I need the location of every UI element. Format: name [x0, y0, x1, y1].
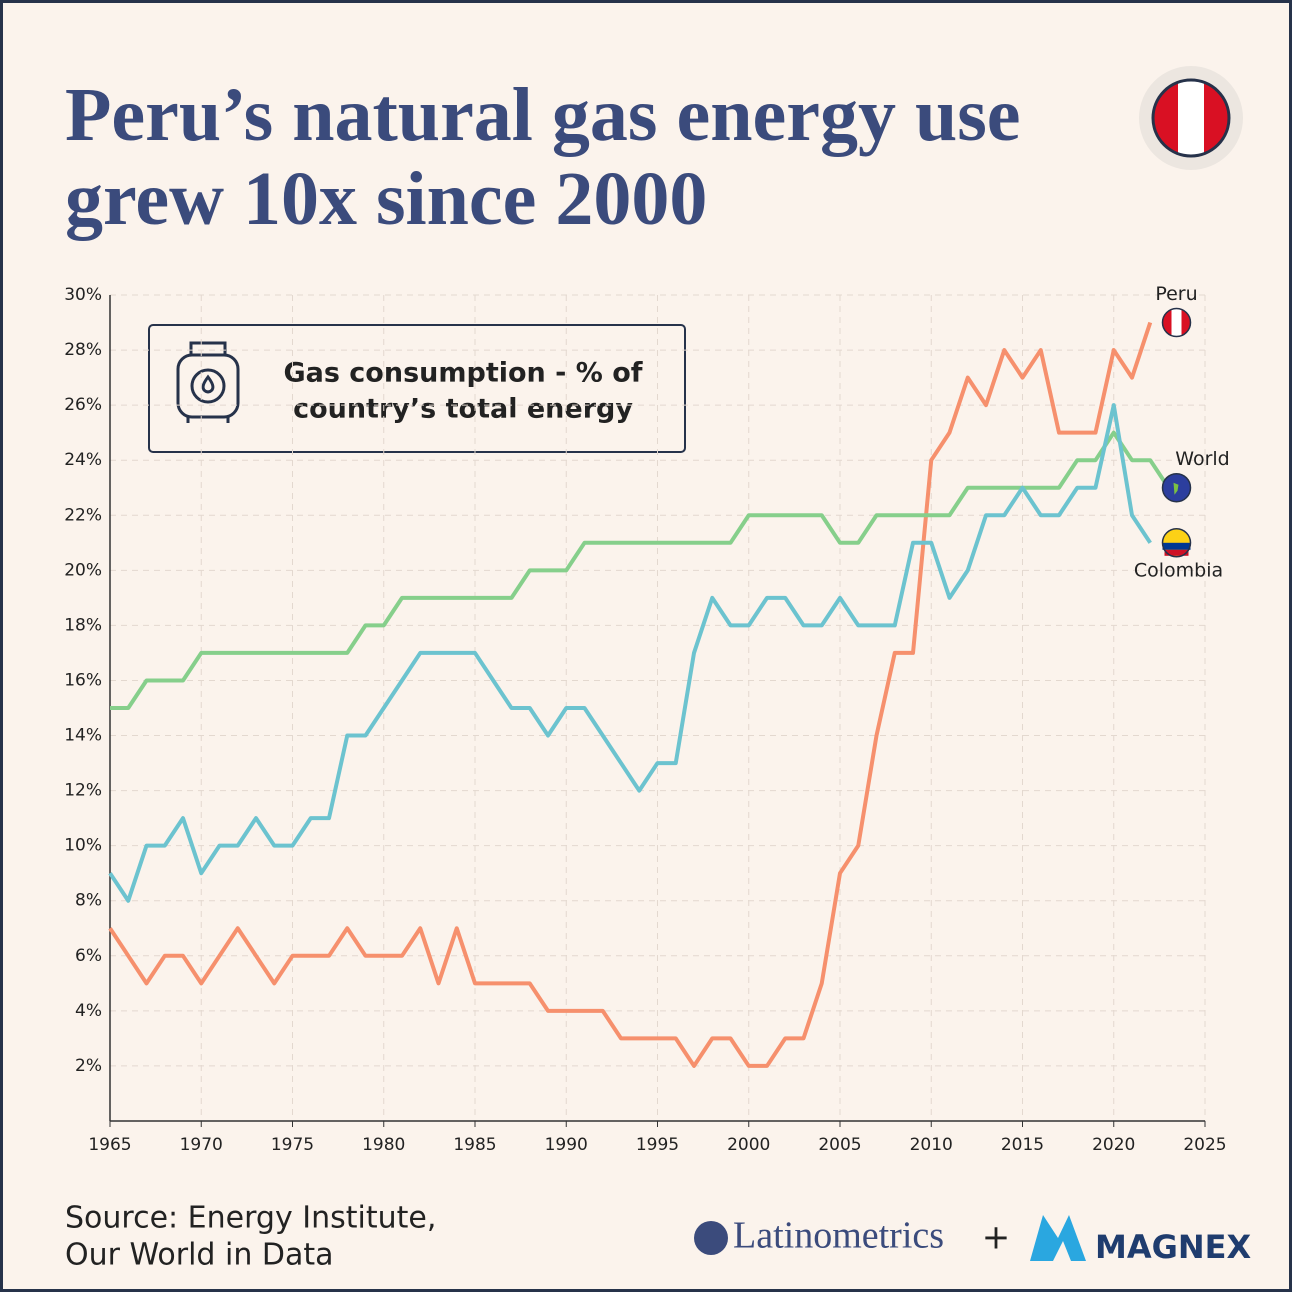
- x-tick-label: 2010: [910, 1135, 953, 1155]
- series-label: Peru: [1155, 283, 1197, 305]
- y-tick-label: 14%: [64, 726, 102, 746]
- x-tick-label: 2020: [1092, 1135, 1135, 1155]
- brand-icon: [694, 1221, 728, 1255]
- y-tick-label: 28%: [64, 340, 102, 360]
- gas-icon: [176, 341, 240, 423]
- y-tick-label: 4%: [75, 1001, 102, 1021]
- x-tick-label: 1965: [88, 1135, 131, 1155]
- series-label: World: [1175, 448, 1229, 470]
- legend-box: [148, 324, 686, 453]
- flag: [1162, 542, 1191, 550]
- series-line: [108, 321, 1153, 1068]
- series-line: [108, 403, 1152, 903]
- y-tick-label: 2%: [75, 1056, 102, 1076]
- flag-ring: [1151, 78, 1231, 158]
- flag-ring: [1161, 307, 1192, 338]
- flag: [1173, 482, 1179, 495]
- y-tick-label: 22%: [64, 505, 102, 525]
- y-tick-label: 26%: [64, 395, 102, 415]
- y-tick-label: 18%: [64, 615, 102, 635]
- series-label: Colombia: [1134, 559, 1223, 581]
- y-tick-label: 6%: [75, 946, 102, 966]
- brand: Latinometrics: [733, 1215, 944, 1257]
- y-tick-label: 10%: [64, 836, 102, 856]
- source: Source: Energy Institute,: [65, 1201, 436, 1236]
- y-tick-label: 8%: [75, 891, 102, 911]
- x-tick-label: 2000: [727, 1135, 770, 1155]
- x-tick-label: 2015: [1001, 1135, 1044, 1155]
- y-tick-label: 24%: [64, 450, 102, 470]
- x-tick-label: 1975: [271, 1135, 314, 1155]
- x-tick-label: 1985: [453, 1135, 496, 1155]
- x-tick-label: 1980: [362, 1135, 405, 1155]
- plus: +: [982, 1218, 1011, 1258]
- y-tick-label: 16%: [64, 670, 102, 690]
- flag: [1171, 308, 1182, 337]
- peru-flag: [1153, 80, 1229, 156]
- x-tick-label: 2025: [1183, 1135, 1226, 1155]
- flag-ring: [1161, 528, 1192, 558]
- source: Our World in Data: [65, 1238, 334, 1273]
- x-tick-label: 1995: [636, 1135, 679, 1155]
- chart: Gas consumption - % of country’s total e…: [64, 66, 1252, 1273]
- flag: [1164, 549, 1189, 556]
- series-line: [110, 430, 1171, 710]
- flag-ring: [1161, 472, 1192, 503]
- x-tick-label: 2005: [818, 1135, 861, 1155]
- brand-logo: [1030, 1215, 1086, 1261]
- annotation: country’s total energy: [293, 394, 633, 425]
- x-tick-label: 1970: [180, 1135, 223, 1155]
- y-tick-label: 20%: [64, 560, 102, 580]
- y-tick-label: 12%: [64, 781, 102, 801]
- x-tick-label: 1990: [545, 1135, 588, 1155]
- annotation: Gas consumption - % of: [283, 358, 642, 389]
- brand: MAGNEX: [1095, 1228, 1252, 1266]
- y-tick-label: 30%: [64, 285, 102, 305]
- chart-title: Peru’s natural gas energy use grew 10x s…: [65, 73, 1021, 241]
